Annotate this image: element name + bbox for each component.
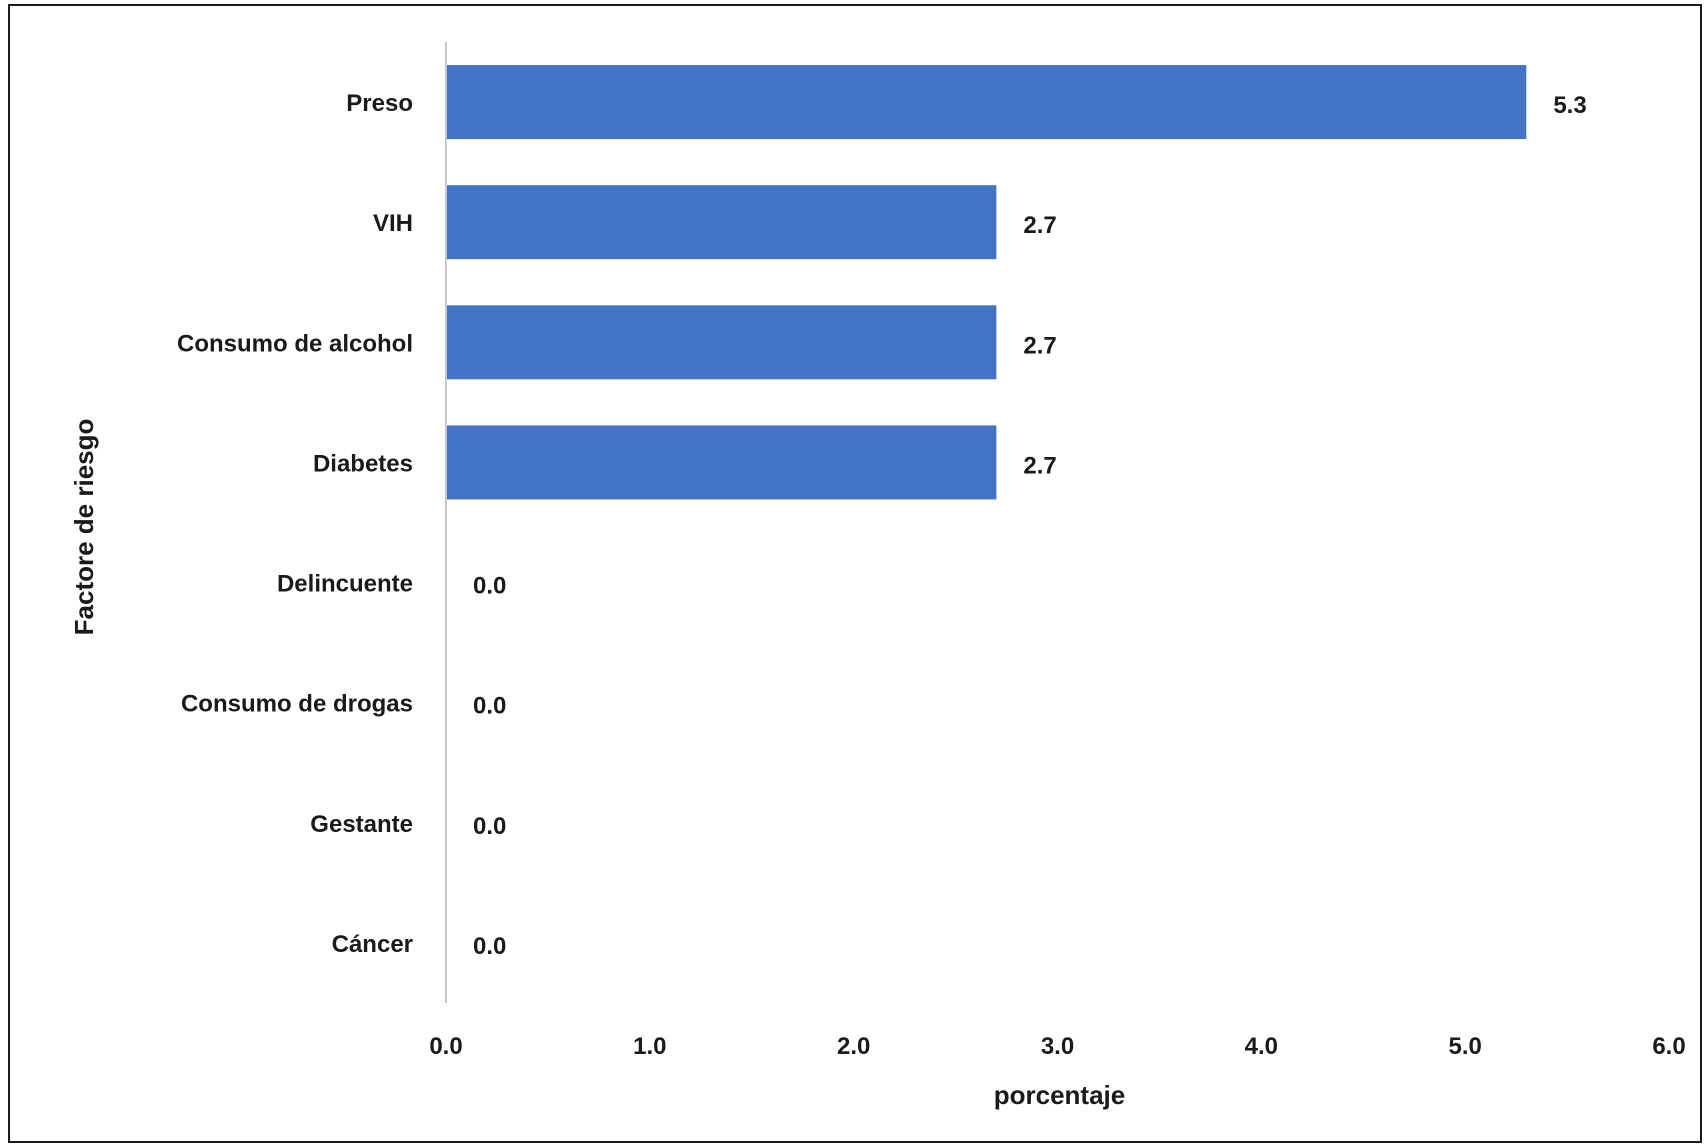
- x-tick-labels: 0.0 1.0 2.0 3.0 4.0 5.0 6.0: [429, 1033, 1685, 1060]
- data-label-7: 0.0: [473, 933, 506, 960]
- data-label-1: 2.7: [1023, 212, 1056, 239]
- x-tick-1: 1.0: [633, 1033, 666, 1060]
- x-tick-4: 4.0: [1245, 1033, 1278, 1060]
- category-label-2: Consumo de alcohol: [177, 330, 413, 357]
- category-label-5: Consumo de drogas: [181, 691, 413, 718]
- x-tick-2: 2.0: [837, 1033, 870, 1060]
- category-label-4: Delincuente: [277, 571, 413, 598]
- category-label-7: Cáncer: [332, 931, 413, 958]
- data-label-5: 0.0: [473, 693, 506, 720]
- data-label-4: 0.0: [473, 573, 506, 600]
- data-label-2: 2.7: [1023, 332, 1056, 359]
- bars-group: [446, 65, 1527, 500]
- bar-0: [446, 65, 1527, 140]
- category-label-6: Gestante: [310, 811, 413, 838]
- data-label-6: 0.0: [473, 813, 506, 840]
- category-label-0: Preso: [346, 90, 413, 117]
- value-labels: 5.3 2.7 2.7 2.7 0.0 0.0 0.0 0.0: [473, 92, 1587, 960]
- x-tick-3: 3.0: [1041, 1033, 1074, 1060]
- category-label-1: VIH: [373, 210, 413, 237]
- bar-3: [446, 425, 997, 500]
- category-label-3: Diabetes: [313, 450, 413, 477]
- bar-1: [446, 185, 997, 260]
- bar-2: [446, 305, 997, 380]
- x-tick-0: 0.0: [429, 1033, 462, 1060]
- category-labels: Preso VIH Consumo de alcohol Diabetes Delinc…: [177, 90, 413, 958]
- data-label-3: 2.7: [1023, 452, 1056, 479]
- x-axis-title: porcentaje: [994, 1080, 1126, 1110]
- x-tick-5: 5.0: [1448, 1033, 1481, 1060]
- x-tick-6: 6.0: [1652, 1033, 1685, 1060]
- data-label-0: 5.3: [1553, 92, 1586, 119]
- y-axis-title: Factore de riesgo: [69, 419, 99, 636]
